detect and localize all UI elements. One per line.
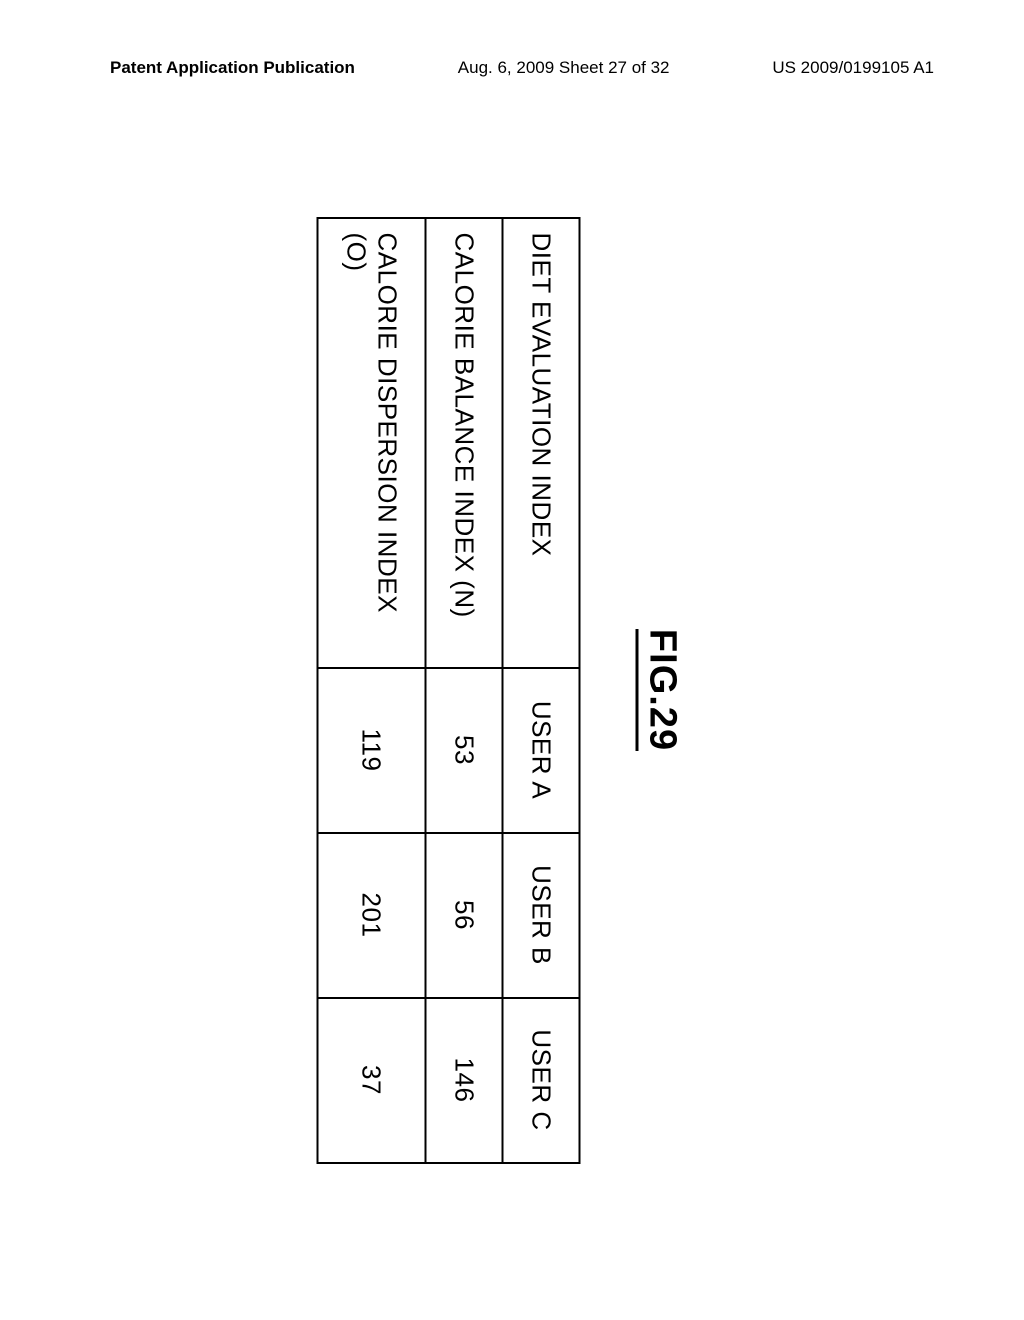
table-header-user-a: USER A bbox=[503, 668, 580, 833]
cell-value: 56 bbox=[426, 833, 503, 998]
diet-evaluation-table: DIET EVALUATION INDEX USER A USER B USER… bbox=[317, 217, 581, 1164]
cell-value: 201 bbox=[318, 833, 426, 998]
cell-value: 119 bbox=[318, 668, 426, 833]
table-header-row: DIET EVALUATION INDEX USER A USER B USER… bbox=[503, 218, 580, 1163]
cell-value: 37 bbox=[318, 998, 426, 1163]
cell-value: 146 bbox=[426, 998, 503, 1163]
header-date-sheet: Aug. 6, 2009 Sheet 27 of 32 bbox=[458, 58, 670, 78]
header-patent-number: US 2009/0199105 A1 bbox=[772, 58, 934, 78]
table-header-user-c: USER C bbox=[503, 998, 580, 1163]
table-row: CALORIE DISPERSION INDEX (O) 119 201 37 bbox=[318, 218, 426, 1163]
page-header: Patent Application Publication Aug. 6, 2… bbox=[0, 58, 1024, 78]
header-publication: Patent Application Publication bbox=[110, 58, 355, 78]
row-label-calorie-balance: CALORIE BALANCE INDEX (N) bbox=[426, 218, 503, 668]
table-header-index: DIET EVALUATION INDEX bbox=[503, 218, 580, 668]
table-row: CALORIE BALANCE INDEX (N) 53 56 146 bbox=[426, 218, 503, 1163]
table-header-user-b: USER B bbox=[503, 833, 580, 998]
row-label-calorie-dispersion: CALORIE DISPERSION INDEX (O) bbox=[318, 218, 426, 668]
figure-label: FIG.29 bbox=[636, 629, 684, 751]
figure-container: FIG.29 DIET EVALUATION INDEX USER A USER… bbox=[317, 190, 684, 1190]
cell-value: 53 bbox=[426, 668, 503, 833]
